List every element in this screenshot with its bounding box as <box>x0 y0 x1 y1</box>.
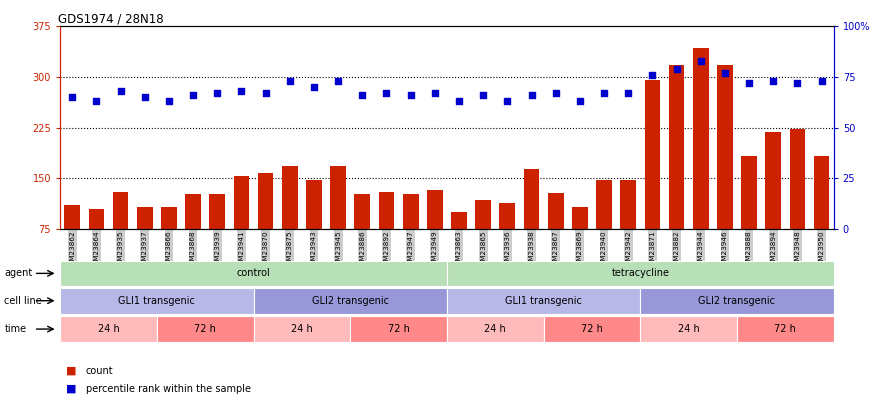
Bar <box>620 179 636 279</box>
Bar <box>766 132 781 279</box>
Point <box>573 98 587 104</box>
Text: time: time <box>4 324 27 334</box>
Bar <box>379 192 395 279</box>
Point <box>404 92 418 98</box>
Bar <box>282 166 297 279</box>
Point <box>452 98 466 104</box>
Point <box>427 90 442 96</box>
Bar <box>572 207 588 279</box>
Bar <box>161 207 177 279</box>
Point <box>766 78 781 84</box>
Point <box>525 92 539 98</box>
Text: count: count <box>86 366 113 375</box>
Text: GLI2 transgenic: GLI2 transgenic <box>698 296 775 306</box>
Point <box>331 78 345 84</box>
Point <box>65 94 80 100</box>
Text: 72 h: 72 h <box>581 324 603 334</box>
Bar <box>210 194 225 279</box>
Text: GLI1 transgenic: GLI1 transgenic <box>119 296 196 306</box>
Point <box>621 90 635 96</box>
Text: 72 h: 72 h <box>195 324 216 334</box>
Text: 24 h: 24 h <box>484 324 506 334</box>
Text: GDS1974 / 28N18: GDS1974 / 28N18 <box>58 12 164 25</box>
Text: GLI2 transgenic: GLI2 transgenic <box>312 296 389 306</box>
Bar <box>65 205 81 279</box>
Text: GLI1 transgenic: GLI1 transgenic <box>505 296 582 306</box>
Point <box>282 78 296 84</box>
Bar <box>306 179 322 279</box>
Bar <box>355 194 370 279</box>
Bar <box>258 173 273 279</box>
Text: 72 h: 72 h <box>388 324 410 334</box>
Bar <box>185 194 201 279</box>
Text: 24 h: 24 h <box>97 324 119 334</box>
Text: cell line: cell line <box>4 296 42 306</box>
Bar <box>112 192 128 279</box>
Point <box>476 92 490 98</box>
Point <box>211 90 225 96</box>
Point <box>814 78 828 84</box>
Text: 24 h: 24 h <box>678 324 699 334</box>
Point <box>718 70 732 76</box>
Bar <box>669 65 684 279</box>
Bar <box>644 80 660 279</box>
Bar <box>548 193 564 279</box>
Bar <box>717 65 733 279</box>
Bar <box>403 194 419 279</box>
Text: tetracycline: tetracycline <box>612 269 669 278</box>
Point <box>645 72 659 78</box>
Bar <box>742 156 757 279</box>
Bar <box>234 176 250 279</box>
Point <box>694 58 708 64</box>
Bar <box>451 212 467 279</box>
Text: ■: ■ <box>66 366 77 375</box>
Text: control: control <box>236 269 271 278</box>
Bar <box>596 179 612 279</box>
Point <box>235 88 249 94</box>
Bar <box>137 207 152 279</box>
Point <box>186 92 200 98</box>
Point <box>307 84 321 90</box>
Point <box>500 98 514 104</box>
Point <box>669 66 683 72</box>
Text: 24 h: 24 h <box>291 324 312 334</box>
Text: percentile rank within the sample: percentile rank within the sample <box>86 384 250 394</box>
Point <box>549 90 563 96</box>
Bar <box>789 129 805 279</box>
Point <box>138 94 152 100</box>
Bar <box>813 156 829 279</box>
Point <box>597 90 612 96</box>
Bar <box>475 200 491 279</box>
Point <box>258 90 273 96</box>
Point <box>742 80 756 86</box>
Bar <box>524 169 539 279</box>
Text: 72 h: 72 h <box>774 324 796 334</box>
Point <box>790 80 804 86</box>
Point <box>89 98 104 104</box>
Bar <box>693 48 709 279</box>
Text: agent: agent <box>4 269 33 278</box>
Bar <box>499 203 515 279</box>
Point <box>355 92 369 98</box>
Bar <box>88 209 104 279</box>
Bar <box>427 190 442 279</box>
Text: ■: ■ <box>66 384 77 394</box>
Point <box>380 90 394 96</box>
Bar <box>330 166 346 279</box>
Point <box>162 98 176 104</box>
Point <box>113 88 127 94</box>
